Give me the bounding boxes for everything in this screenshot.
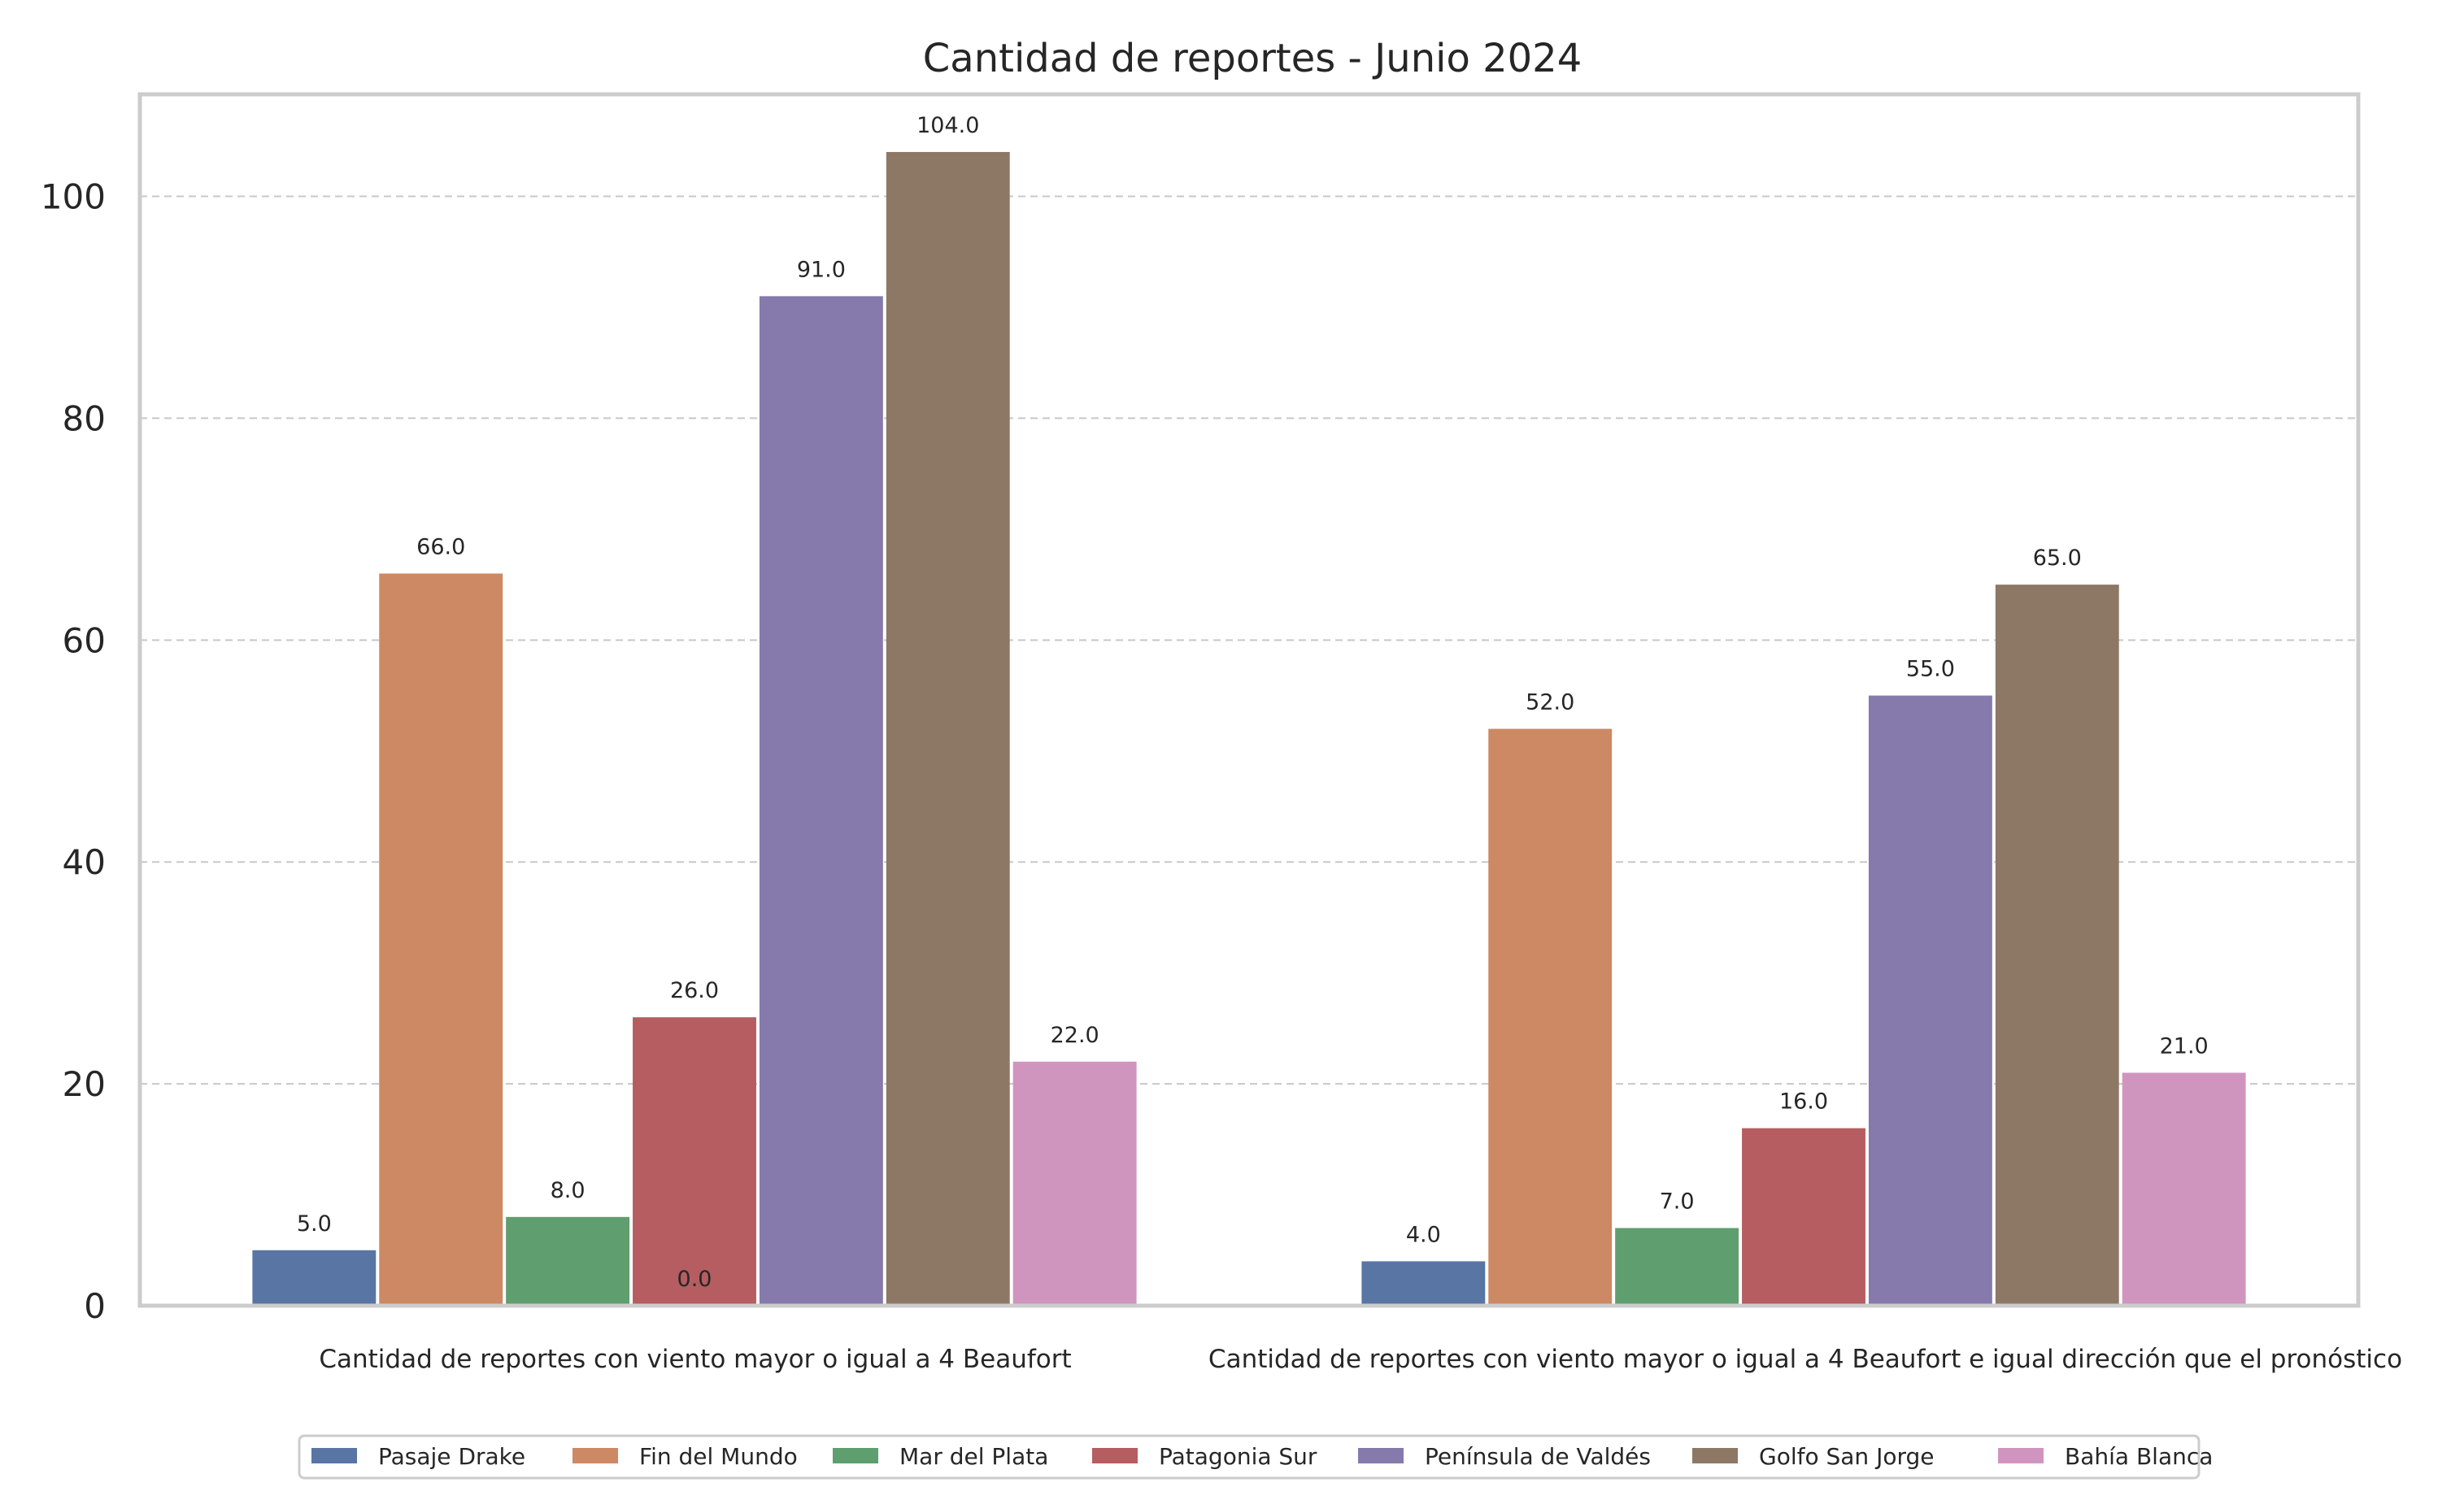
data-label: 4.0: [1406, 1222, 1441, 1247]
y-tick-label: 80: [63, 398, 106, 438]
legend-swatch: [1692, 1448, 1738, 1463]
bars: [252, 151, 2246, 1306]
legend-label: Fin del Mundo: [639, 1443, 798, 1470]
data-label: 52.0: [1526, 689, 1574, 715]
legend-label: Golfo San Jorge: [1759, 1443, 1934, 1470]
data-label: 26.0: [670, 978, 719, 1003]
data-label: 21.0: [2160, 1033, 2209, 1059]
data-label: 91.0: [797, 257, 846, 282]
bar: [1361, 1261, 1486, 1306]
data-label: 55.0: [1906, 657, 1955, 682]
data-labels: 5.0 4.0 66.0 52.0 8.0 7.0 26.0 16.0 91.0 55.0 104.…: [297, 113, 2209, 1292]
legend-label: Patagonia Sur: [1159, 1443, 1317, 1470]
legend-swatch: [1092, 1448, 1138, 1463]
legend-label: Península de Valdés: [1425, 1443, 1651, 1470]
bar: [1995, 585, 2119, 1306]
chart-title: Cantidad de reportes - Junio 2024: [923, 36, 1582, 81]
legend-label: Mar del Plata: [899, 1443, 1048, 1470]
legend-swatch: [311, 1448, 357, 1463]
bar: [1615, 1228, 1739, 1306]
data-label: 104.0: [916, 113, 979, 138]
bar: [759, 296, 883, 1306]
bar: [1742, 1128, 1865, 1306]
legend-label: Pasaje Drake: [378, 1443, 525, 1470]
legend: Pasaje Drake Fin del Mundo Mar del Plata Pa…: [298, 1434, 2213, 1480]
bar: [506, 1216, 630, 1306]
legend-box: [298, 1434, 2201, 1480]
bar: [379, 573, 503, 1306]
y-tick-label: 60: [63, 620, 106, 660]
legend-swatch: [833, 1448, 878, 1463]
data-label: 8.0: [551, 1178, 586, 1203]
y-axis-ticks: 0 20 40 60 80 100: [41, 177, 106, 1326]
legend-swatch: [1998, 1448, 2044, 1463]
y-tick-label: 20: [63, 1064, 106, 1104]
y-tick-label: 100: [41, 177, 106, 217]
data-label: 66.0: [416, 534, 465, 559]
data-label: 16.0: [1779, 1089, 1828, 1115]
x-axis-categories: Cantidad de reportes con viento mayor o …: [319, 1345, 2402, 1374]
bar: [2122, 1072, 2246, 1306]
data-label-extra: 0.0: [677, 1267, 712, 1292]
legend-label: Bahía Blanca: [2065, 1443, 2213, 1470]
data-label: 5.0: [297, 1211, 332, 1237]
x-category-label: Cantidad de reportes con viento mayor o …: [319, 1345, 1071, 1374]
bar: [1012, 1061, 1137, 1306]
plot-frame: [137, 92, 2361, 1308]
legend-swatch: [1358, 1448, 1404, 1463]
x-category-label: Cantidad de reportes con viento mayor o …: [1208, 1345, 2402, 1374]
bar: [252, 1250, 377, 1306]
data-label: 7.0: [1660, 1189, 1695, 1214]
bar: [1488, 728, 1613, 1306]
bar: [1868, 695, 1992, 1306]
y-tick-label: 0: [84, 1286, 106, 1326]
data-label: 22.0: [1051, 1023, 1099, 1048]
bar: [633, 1017, 756, 1306]
bar: [886, 151, 1010, 1306]
y-tick-label: 40: [63, 842, 106, 882]
data-label: 65.0: [2033, 546, 2082, 571]
legend-swatch: [572, 1448, 618, 1463]
